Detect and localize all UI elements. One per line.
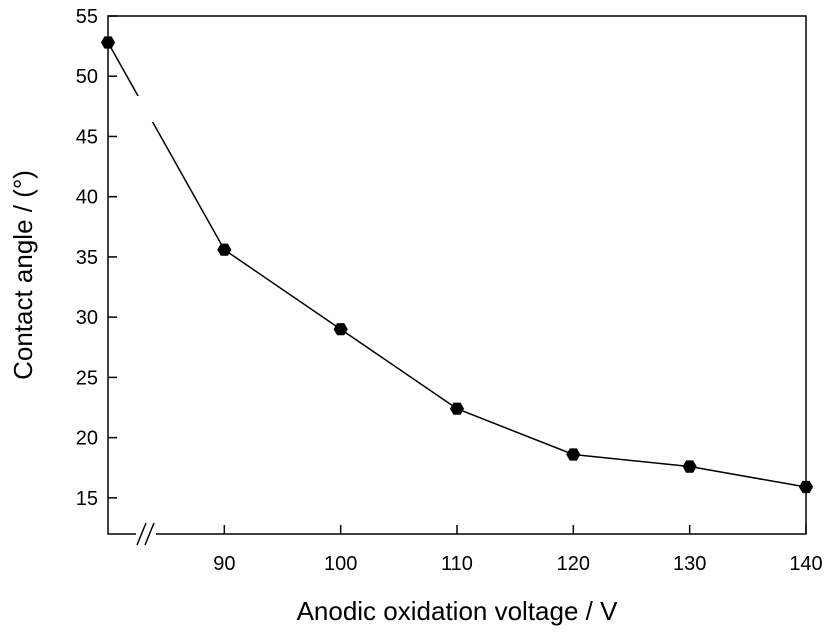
data-point — [217, 243, 232, 256]
x-axis-ticks: 90 100 110 120 130 140 — [213, 525, 823, 575]
x-tick-label: 130 — [673, 553, 706, 575]
data-point — [566, 448, 581, 461]
y-axis-ticks: 15 20 25 30 35 40 45 50 55 — [76, 6, 117, 510]
x-axis-title: Anodic oxidation voltage / V — [297, 596, 619, 626]
plot-frame — [107, 15, 807, 535]
y-tick-label: 45 — [76, 126, 98, 148]
y-tick-label: 35 — [76, 247, 98, 269]
x-axis-break-marker — [136, 522, 156, 546]
data-point — [100, 36, 116, 49]
x-tick-label: 100 — [324, 553, 357, 575]
series-markers — [100, 36, 814, 494]
series-line — [107, 42, 807, 488]
data-point — [333, 323, 348, 336]
series-line-break-gap — [132, 96, 154, 122]
series-layer — [107, 42, 807, 488]
data-point — [798, 480, 814, 494]
y-tick-label: 55 — [76, 6, 98, 28]
y-tick-label: 30 — [76, 307, 98, 329]
y-tick-label: 20 — [76, 428, 98, 450]
x-tick-label: 140 — [789, 553, 822, 575]
y-tick-label: 15 — [76, 488, 98, 510]
data-point — [449, 402, 465, 415]
x-tick-label: 90 — [213, 553, 235, 575]
y-tick-label: 25 — [76, 367, 98, 389]
y-axis-title: Contact angle / (°) — [8, 170, 38, 380]
y-tick-label: 40 — [76, 187, 98, 209]
x-tick-label: 120 — [557, 553, 590, 575]
y-tick-label: 50 — [76, 66, 98, 88]
x-tick-label: 110 — [441, 553, 473, 575]
data-point — [682, 460, 697, 473]
